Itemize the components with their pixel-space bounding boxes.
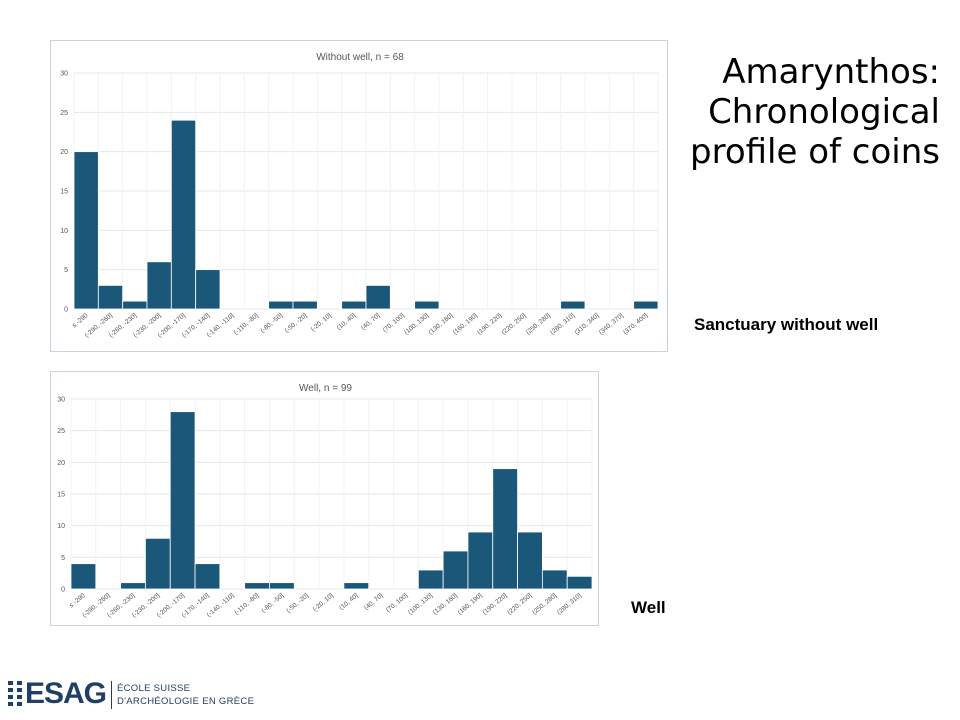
chart-2-y-tick-label: 20: [57, 460, 65, 467]
chart-2-y-tick-label: 5: [61, 555, 65, 562]
chart-1-bar: [73, 151, 99, 310]
chart-1-x-tick-label: (370, 400]: [622, 312, 649, 336]
chart-2-x-tick-label: (190, 220]: [482, 592, 509, 616]
esag-logo-word: ESAG: [25, 677, 107, 710]
chart-1-x-tick-label: (190, 220]: [476, 312, 503, 336]
chart-2-bar: [492, 468, 518, 590]
chart-without-well-svg: Without well, n = 68 0 5 10 15 20 25 30 ≤ -290 (-…: [60, 52, 659, 339]
chart-2-x-tick-label: (160, 190]: [457, 592, 484, 616]
chart-1-x-tick-label: (40, 70]: [360, 312, 382, 332]
chart-1-y-tick-label: 5: [64, 267, 68, 274]
chart-2-x-tick-label: (280, 310]: [556, 592, 583, 616]
chart-2-bar: [442, 550, 469, 590]
chart-2-bar: [343, 582, 370, 590]
chart-2-bar: [417, 569, 444, 590]
chart-1-x-tick-label: (280, 310]: [549, 312, 576, 336]
chart-well: Well, n = 99 0 5 10 15 20 25 30 ≤ -290 (-290, -26…: [50, 371, 599, 626]
chart-1-x-tick-label: (10, 40]: [336, 312, 358, 332]
caption-well: Well: [631, 598, 666, 617]
chart-1-x-tick-label: (-20, 10]: [310, 312, 333, 333]
slide-title-line-1: Amarynthos:: [722, 52, 940, 92]
esag-logo-separator: [111, 681, 112, 709]
chart-1-x-tick-label: (220, 250]: [501, 312, 528, 336]
chart-2-y-tick-label: 15: [57, 492, 65, 499]
chart-2-bar: [517, 531, 543, 590]
esag-logo-subtitle: ÉCOLE SUISSE D'ARCHÉOLOGIE EN GRÈCE: [117, 682, 254, 708]
chart-1-x-tick-label: (-110, -80]: [233, 312, 260, 336]
chart-2-bar: [541, 569, 568, 590]
chart-2-bar: [467, 531, 494, 590]
chart-2-y-tick-label: 25: [57, 428, 65, 435]
chart-2-y-tick-label: 10: [57, 523, 65, 530]
chart-1-bar: [268, 300, 294, 310]
chart-1-bar: [633, 300, 659, 310]
chart-2-bar: [194, 563, 221, 590]
esag-logo-line-2: D'ARCHÉOLOGIE EN GRÈCE: [117, 696, 255, 707]
chart-2-bar: [269, 582, 295, 590]
chart-2-x-tick-label: (40, 70]: [363, 592, 385, 612]
chart-1-y-tick-label: 30: [60, 71, 68, 78]
chart-1-y-tick-label: 10: [60, 228, 68, 235]
chart-2-bar: [120, 582, 146, 590]
chart-2-bar: [70, 563, 97, 590]
chart-2-x-tick-label: (100, 130]: [407, 592, 434, 616]
chart-1-bar: [560, 300, 586, 310]
slide-title-line-3: profile of coins: [690, 132, 940, 172]
chart-1-x-tick-label: (340, 370]: [598, 312, 625, 336]
chart-2-bar: [244, 582, 270, 590]
chart-1-x-tick-label: (160, 190]: [452, 312, 479, 336]
esag-logo: ESAG ÉCOLE SUISSE D'ARCHÉOLOGIE EN GRÈCE: [8, 675, 268, 715]
chart-2-x-tick-label: ≤ -290: [68, 592, 87, 609]
chart-2-y-tick-label: 0: [61, 587, 65, 594]
chart-1-bar: [146, 261, 172, 310]
chart-2-x-tick-label: (-20, 10]: [312, 592, 335, 613]
chart-1-y-tick-label: 20: [60, 149, 68, 156]
chart-1-x-tick-label: (100, 130]: [403, 312, 430, 336]
chart-1-title: Without well, n = 68: [316, 52, 404, 63]
chart-2-x-tick-label: (10, 40]: [338, 592, 360, 612]
chart-1-x-tick-label: (-50, -20]: [284, 312, 309, 334]
chart-1-bar: [170, 119, 197, 310]
chart-2-bar: [169, 411, 196, 590]
chart-2-title: Well, n = 99: [299, 383, 352, 394]
chart-1-bar: [414, 300, 440, 310]
chart-without-well: Without well, n = 68 0 5 10 15 20 25 30 ≤ -290 (-…: [50, 40, 668, 352]
caption-sanctuary: Sanctuary without well: [694, 315, 879, 334]
chart-1-y-tick-label: 0: [64, 307, 68, 314]
esag-logo-mark-icon: [8, 679, 22, 709]
chart-2-x-tick-label: (130, 160]: [432, 592, 459, 616]
chart-1-bar: [341, 300, 367, 310]
chart-1-x-tick-label: (-140, -110]: [206, 312, 236, 339]
chart-2-x-tick-label: (-140, -110]: [206, 592, 236, 619]
chart-1-bar: [97, 284, 124, 310]
chart-1-y-tick-label: 25: [60, 110, 68, 117]
chart-1-y-tick-label: 15: [60, 189, 68, 196]
chart-2-x-tick-label: (-80, -50]: [260, 592, 285, 614]
chart-1-bar: [365, 284, 391, 310]
chart-2-y-tick-label: 30: [57, 397, 65, 404]
chart-1-bar: [195, 269, 221, 310]
chart-2-x-tick-label: (70, 100]: [385, 592, 409, 614]
chart-1-bar: [292, 300, 318, 310]
chart-2-bar: [145, 537, 171, 590]
chart-1-x-tick-label: (250, 280]: [525, 312, 552, 336]
chart-1-x-tick-label: (-80, -50]: [259, 312, 284, 334]
chart-2-x-tick-label: (250, 280]: [531, 592, 558, 616]
chart-2-bar: [566, 575, 593, 590]
chart-2-x-tick-label: (-110, -80]: [233, 592, 260, 616]
chart-2-x-tick-label: (-50, -20]: [285, 592, 310, 614]
chart-1-x-tick-label: (310, 340]: [574, 312, 601, 336]
esag-logo-line-1: ÉCOLE SUISSE: [117, 683, 191, 694]
slide-title-line-2: Chronological: [708, 92, 940, 132]
slide-title: Amarynthos: Chronological profile of coi…: [640, 52, 940, 172]
chart-2-x-tick-label: (220, 250]: [506, 592, 533, 616]
chart-1-x-tick-label: ≤ -290: [71, 312, 90, 329]
chart-1-x-tick-label: (130, 160]: [428, 312, 455, 336]
chart-1-bar: [122, 300, 148, 310]
